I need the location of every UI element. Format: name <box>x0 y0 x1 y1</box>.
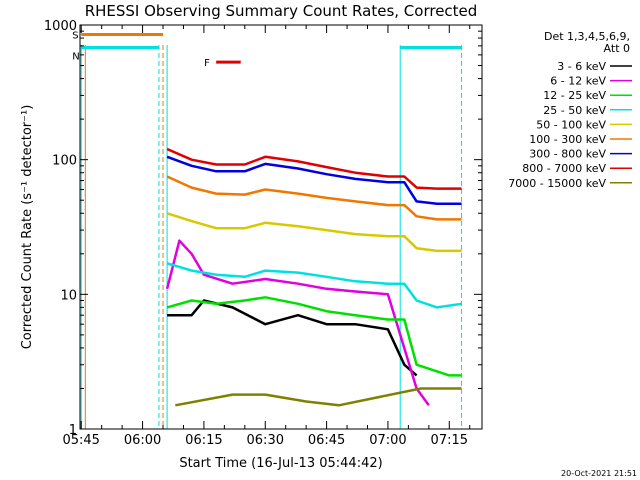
x-tick-label: 07:15 <box>431 433 468 448</box>
legend-label: 50 - 100 keV <box>536 118 606 131</box>
flag-label-n: N <box>72 52 79 63</box>
series-line <box>166 175 462 221</box>
legend-label: 25 - 50 keV <box>543 104 606 117</box>
series-line <box>167 299 418 377</box>
legend-label: 12 - 25 keV <box>543 89 606 102</box>
x-tick-label: 06:30 <box>247 433 284 448</box>
x-tick-label: 07:00 <box>369 433 406 448</box>
y-tick-label: 100 <box>52 154 77 169</box>
detectors-line2: Att 0 <box>604 42 630 55</box>
y-tick-label: 1 <box>69 423 77 438</box>
legend-label: 300 - 800 keV <box>529 148 606 161</box>
x-tick-label: 05:45 <box>62 433 99 448</box>
y-tick-label: 10 <box>60 288 77 303</box>
legend-label: 100 - 300 keV <box>529 133 606 146</box>
flag-label-f: F <box>204 58 210 69</box>
y-tick-label: 1000 <box>44 19 77 34</box>
series-line <box>165 239 430 407</box>
series-line <box>166 296 462 377</box>
x-tick-label: 06:45 <box>308 433 345 448</box>
plot-area: SN F <box>72 31 463 429</box>
series-line <box>166 155 462 206</box>
x-tick-label: 06:15 <box>185 433 222 448</box>
flag-label-s: S <box>72 31 78 42</box>
x-tick-label: 06:00 <box>124 433 161 448</box>
series-line <box>166 262 462 309</box>
legend-label: 6 - 12 keV <box>550 75 606 88</box>
axes: 05:45 06:00 06:15 06:30 06:45 07:00 07:15 1 10 10… <box>44 19 482 448</box>
timestamp: 20-Oct-2021 21:51 <box>561 469 637 478</box>
detectors-line1: Det 1,3,4,5,6,9, <box>544 30 630 43</box>
legend-label: 3 - 6 keV <box>557 60 606 73</box>
legend-label: 7000 - 15000 keV <box>508 177 606 190</box>
legend-label: 800 - 7000 keV <box>522 162 606 175</box>
y-axis-label: Corrected Count Rate (s⁻¹ detector⁻¹) <box>20 105 35 350</box>
series-line <box>166 147 462 190</box>
plot-frame <box>79 24 483 430</box>
series-line <box>166 212 462 253</box>
chart-title: RHESSI Observing Summary Count Rates, Co… <box>85 2 478 20</box>
x-axis-label: Start Time (16-Jul-13 05:44:42) <box>179 456 382 471</box>
series-line <box>175 387 462 407</box>
